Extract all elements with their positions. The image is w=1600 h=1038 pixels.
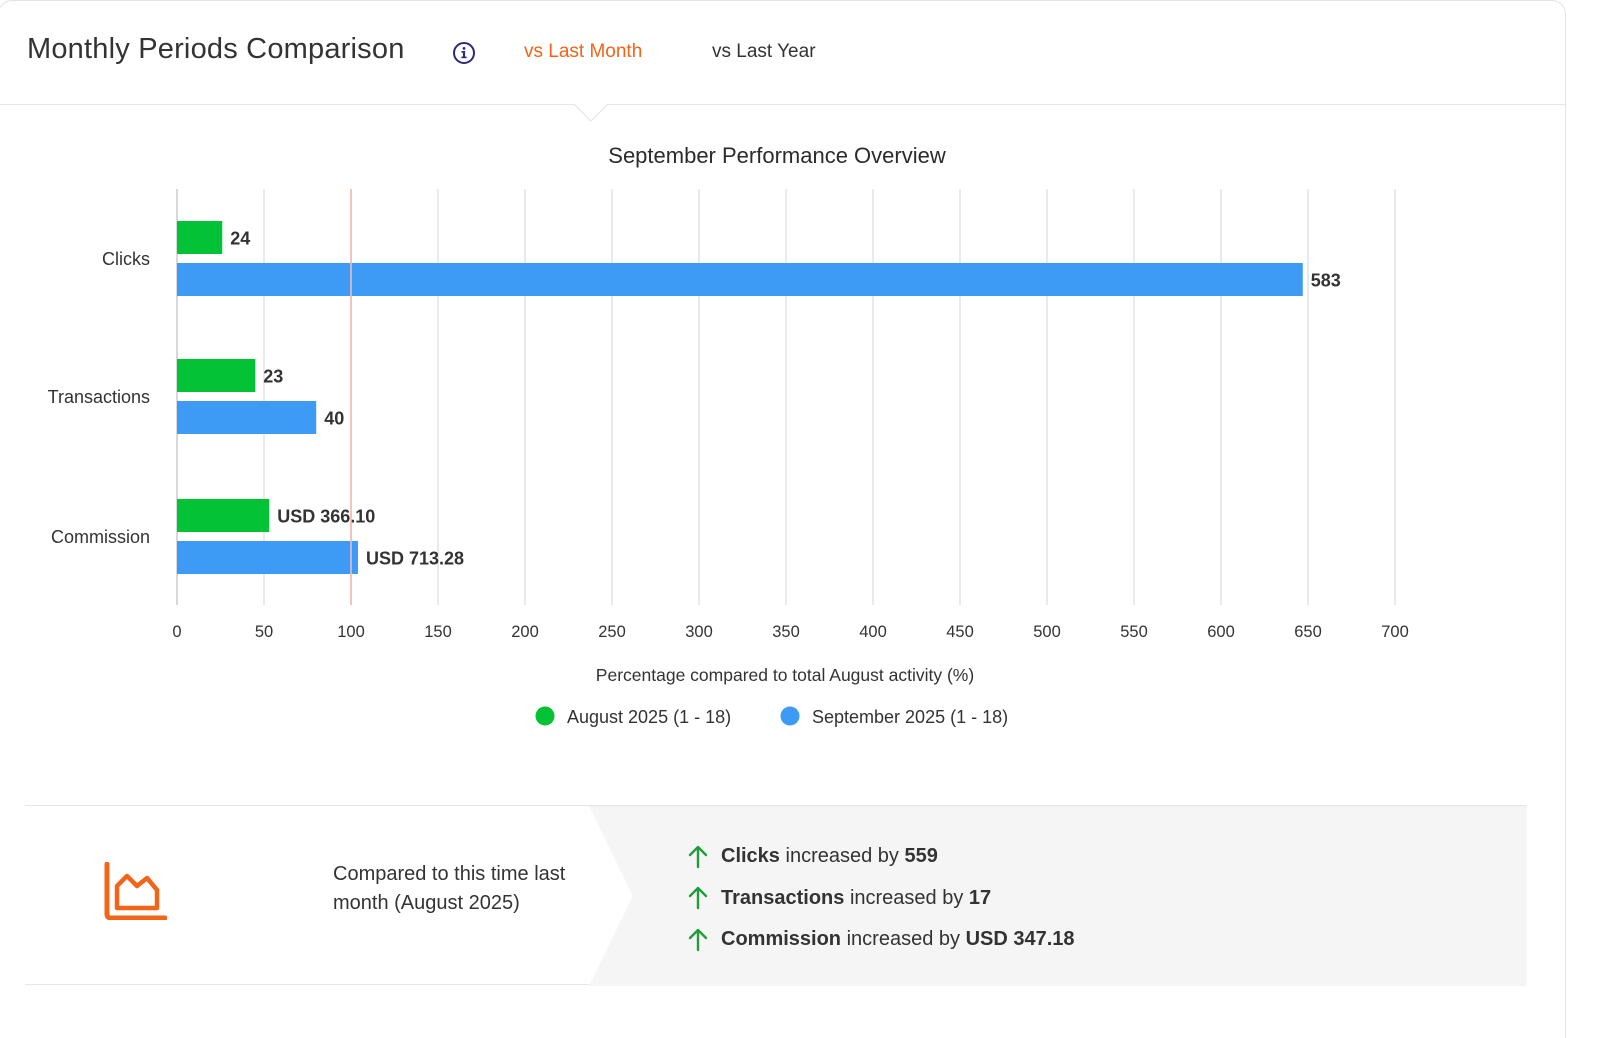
bar-august[interactable] (177, 359, 256, 392)
stat-list: Clicks increased by 559 Transactions inc… (687, 836, 1075, 961)
stat-metric: Commission (721, 928, 842, 951)
stat-amount: 559 (904, 845, 938, 868)
stat-verb: increased by (849, 886, 964, 909)
x-tick-label: 100 (337, 623, 365, 641)
bar-august[interactable] (177, 499, 270, 532)
tab-vs-last-month[interactable]: vs Last Month (524, 41, 643, 62)
bar-september[interactable] (177, 263, 1303, 296)
tab-vs-last-year[interactable]: vs Last Year (712, 41, 816, 62)
comparison-description: Compared to this time last month (August… (333, 863, 566, 914)
arrow-up-icon (688, 845, 708, 868)
stat-amount: USD 347.18 (965, 928, 1075, 951)
bar-august[interactable] (177, 221, 223, 254)
x-tick-label: 350 (772, 623, 800, 641)
stat-verb: increased by (785, 845, 899, 868)
arrow-up-icon (688, 887, 708, 910)
arrow-up-icon (688, 928, 708, 951)
bar-data-label: USD 366.10 (277, 507, 375, 527)
category-label: Transactions (48, 387, 150, 407)
stat-metric: Clicks (721, 845, 780, 868)
legend-marker[interactable] (780, 706, 800, 726)
bar-data-label: 23 (263, 367, 283, 387)
stat-row-commission: Commission increased by USD 347.18 (687, 919, 1075, 961)
x-tick-label: 600 (1207, 623, 1235, 641)
x-axis-label: Percentage compared to total August acti… (596, 665, 974, 685)
bar-data-label: USD 713.28 (366, 549, 464, 569)
stat-row-transactions: Transactions increased by 17 (687, 878, 1075, 920)
x-tick-label: 250 (598, 623, 626, 641)
stat-verb: increased by (846, 928, 960, 951)
x-tick-label: 500 (1033, 623, 1061, 641)
x-tick-label: 550 (1120, 623, 1148, 641)
x-tick-label: 700 (1381, 623, 1409, 641)
stat-amount: 17 (968, 886, 992, 909)
summary-panel: Compared to this time last month (August… (25, 805, 1527, 986)
card-header: Monthly Periods Comparison vs Last Month… (0, 1, 1565, 105)
x-tick-label: 50 (255, 623, 273, 641)
x-tick-label: 150 (424, 623, 452, 641)
x-tick-label: 0 (172, 623, 181, 641)
stat-metric: Transactions (721, 886, 845, 909)
bar-data-label: 583 (1311, 271, 1341, 291)
page-title: Monthly Periods Comparison (27, 33, 405, 65)
active-tab-pointer (574, 104, 608, 122)
summary-background (589, 806, 1527, 986)
x-tick-label: 200 (511, 623, 539, 641)
x-tick-label: 450 (946, 623, 974, 641)
legend-label[interactable]: September 2025 (1 - 18) (812, 707, 1008, 727)
category-label: Commission (51, 527, 150, 547)
x-tick-label: 400 (859, 623, 887, 641)
info-circle-icon[interactable] (452, 41, 476, 65)
legend-label[interactable]: August 2025 (1 - 18) (567, 707, 731, 727)
comparison-card: Monthly Periods Comparison vs Last Month… (0, 0, 1566, 1038)
area-chart-icon (104, 862, 167, 920)
bar-september[interactable] (177, 541, 358, 574)
chart-title: September Performance Overview (608, 143, 946, 168)
bar-data-label: 24 (230, 229, 250, 249)
bar-chart: September Performance Overview 24 583 23 40… (48, 143, 1409, 727)
legend-marker[interactable] (535, 706, 555, 726)
x-tick-label: 300 (685, 623, 713, 641)
stat-row-clicks: Clicks increased by 559 (687, 836, 1075, 878)
x-tick-label: 650 (1294, 623, 1322, 641)
bar-september[interactable] (177, 401, 317, 434)
bar-data-label: 40 (324, 409, 344, 429)
category-label: Clicks (102, 249, 150, 269)
